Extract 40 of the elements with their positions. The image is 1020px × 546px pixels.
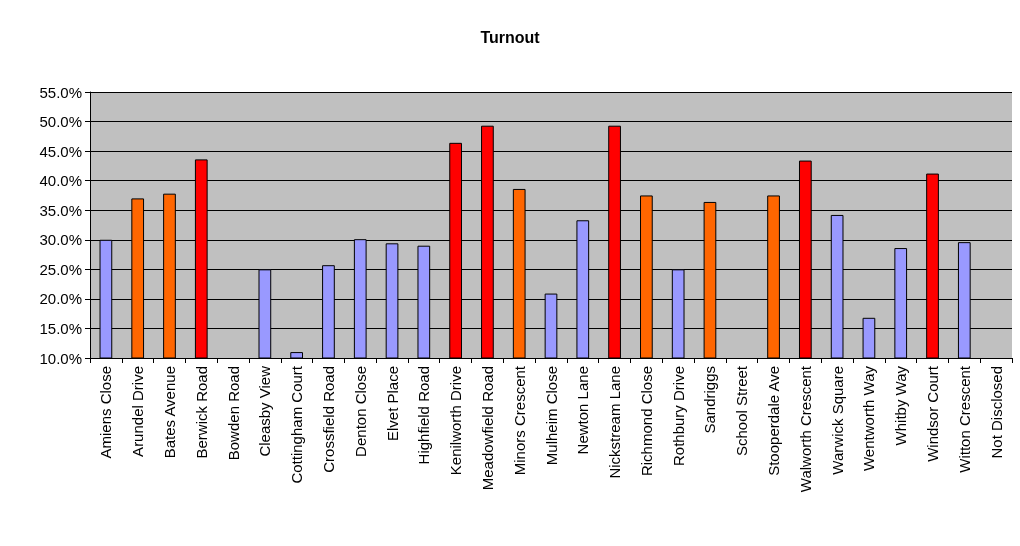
x-tick-label: Rothbury Drive <box>669 366 687 467</box>
y-tick-label: 45.0% <box>39 142 82 160</box>
x-tick-label: Elvet Place <box>383 366 401 442</box>
y-tick-label: 30.0% <box>39 231 82 249</box>
x-tick-label: Nickstream Lane <box>606 366 624 479</box>
y-tick-label: 35.0% <box>39 201 82 219</box>
x-tick-label: Mulheim Close <box>542 366 560 466</box>
chart-title: Turnout <box>480 28 541 46</box>
x-tick-label: Stooperdale Ave <box>765 366 783 476</box>
x-tick-label: Whitby Way <box>892 365 910 446</box>
y-tick-label: 55.0% <box>39 83 82 101</box>
x-tick-label: Berwick Road <box>192 366 210 459</box>
x-tick-label: Cottingham Court <box>288 365 306 484</box>
y-tick-label: 50.0% <box>39 113 82 131</box>
x-tick-label: Richmond Close <box>637 366 655 477</box>
y-tick-label: 10.0% <box>39 349 82 367</box>
x-tick-label: Windsor Court <box>924 365 942 462</box>
y-tick-label: 20.0% <box>39 290 82 308</box>
y-tick-label: 25.0% <box>39 260 82 278</box>
x-tick-label: Warwick Square <box>828 366 846 475</box>
x-tick-label: Sandriggs <box>701 366 719 434</box>
y-tick-label: 15.0% <box>39 319 82 337</box>
x-tick-label: Minors Crescent <box>510 365 528 476</box>
x-tick-label: School Street <box>733 365 751 457</box>
y-tick-label: 40.0% <box>39 172 82 190</box>
x-tick-label: Wentworth Way <box>860 365 878 472</box>
x-tick-label: Newton Lane <box>574 366 592 455</box>
x-tick-label: Arundel Drive <box>129 366 147 457</box>
x-tick-label: Highfield Road <box>415 366 433 465</box>
x-tick-label: Not Disclosed <box>987 366 1005 459</box>
x-tick-label: Amiens Close <box>97 366 115 459</box>
x-tick-label: Witton Crescent <box>955 365 973 473</box>
x-tick-label: Kenilworth Drive <box>447 366 465 476</box>
x-tick-label: Crossfield Road <box>319 366 337 473</box>
x-tick-label: Bowden Road <box>224 366 242 461</box>
x-tick-label: Cleasby View <box>256 365 274 457</box>
x-tick-label: Walworth Crescent <box>796 365 814 493</box>
x-tick-label: Meadowfield Road <box>478 366 496 491</box>
x-tick-label: Denton Close <box>351 366 369 457</box>
x-tick-label: Bates Avenue <box>160 366 178 459</box>
